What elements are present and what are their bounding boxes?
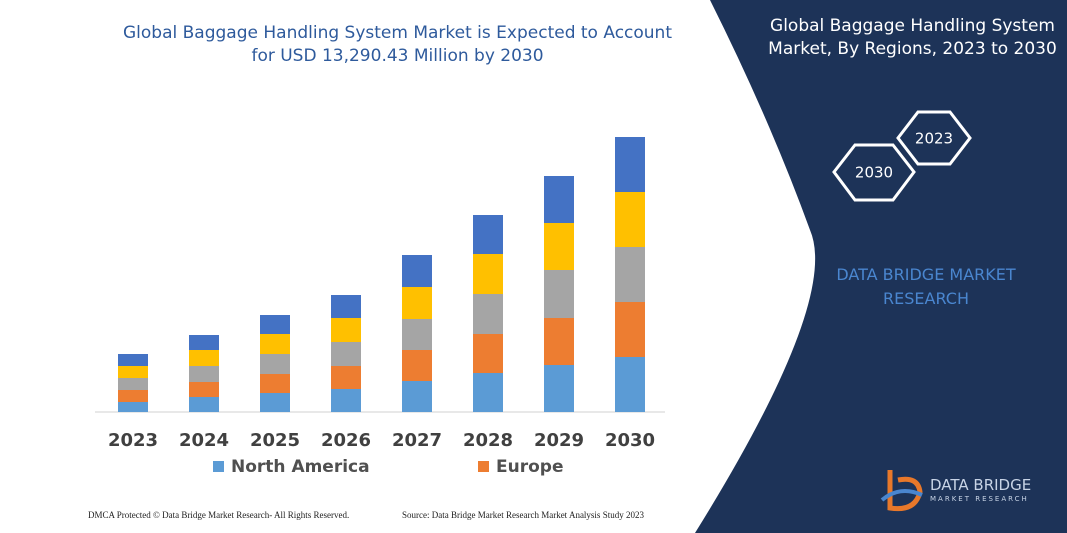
logo-name: DATA BRIDGE	[930, 476, 1032, 494]
bar-segment	[189, 397, 219, 412]
bar-segment	[544, 318, 574, 365]
legend-label: North America	[231, 457, 370, 477]
bar-segment	[402, 319, 432, 350]
brand-text: DATA BRIDGE MARKET RESEARCH	[836, 265, 1016, 308]
bar-segment	[331, 366, 361, 389]
bar-segment	[118, 390, 148, 402]
bar-segment	[260, 334, 290, 354]
hexagon	[896, 110, 972, 166]
bar-segment	[473, 294, 503, 334]
legend-swatch	[213, 461, 224, 472]
x-tick-label: 2026	[321, 430, 371, 451]
legend-label: Europe	[496, 457, 563, 477]
bar-segment	[118, 402, 148, 412]
bar-segment	[118, 378, 148, 390]
bar-segment	[118, 366, 148, 378]
bar-segment	[331, 389, 361, 412]
bar-segment	[402, 255, 432, 287]
bar-segment	[402, 350, 432, 381]
bar-segment	[544, 176, 574, 223]
footer-left: DMCA Protected © Data Bridge Market Rese…	[88, 510, 350, 520]
x-tick-label: 2029	[534, 430, 584, 451]
x-tick-label: 2027	[392, 430, 442, 451]
footer-right: Source: Data Bridge Market Research Mark…	[402, 510, 644, 520]
x-tick-label: 2028	[463, 430, 513, 451]
bar-segment	[260, 315, 290, 334]
x-tick-label: 2025	[250, 430, 300, 451]
bar-segment	[544, 270, 574, 318]
bar-segment	[189, 335, 219, 350]
bar-segment	[189, 366, 219, 382]
bar-segment	[473, 373, 503, 412]
bar-segment	[402, 287, 432, 319]
legend-swatch	[478, 461, 489, 472]
side-panel	[695, 0, 1067, 533]
bar-segment	[615, 137, 645, 192]
chart-title: Global Baggage Handling System Market is…	[123, 23, 672, 66]
bar-segment	[331, 318, 361, 342]
bar-segment	[260, 393, 290, 412]
bar-segment	[189, 382, 219, 397]
bar-segment	[260, 354, 290, 374]
bar-segment	[473, 215, 503, 254]
x-tick-label: 2024	[179, 430, 229, 451]
bar-segment	[615, 247, 645, 302]
bar-segment	[544, 365, 574, 412]
bar-segment	[615, 302, 645, 357]
logo-tagline: MARKET RESEARCH	[930, 495, 1029, 503]
bar-segment	[260, 374, 290, 393]
hexagon	[832, 143, 916, 202]
bar-segment	[544, 223, 574, 270]
logo-mark	[880, 489, 923, 502]
bar-segment	[118, 354, 148, 366]
x-tick-label: 2030	[605, 430, 655, 451]
bar-segment	[473, 254, 503, 294]
bar-segment	[473, 334, 503, 373]
bar-segment	[615, 192, 645, 247]
bar-segment	[402, 381, 432, 412]
panel-title: Global Baggage Handling System Market, B…	[768, 16, 1057, 59]
x-tick-label: 2023	[108, 430, 158, 451]
hexagon-label: 2030	[855, 164, 893, 182]
bar-segment	[331, 342, 361, 366]
bar-segment	[331, 295, 361, 318]
bar-segment	[615, 357, 645, 412]
bar-segment	[189, 350, 219, 366]
hexagon-label: 2023	[915, 130, 953, 148]
